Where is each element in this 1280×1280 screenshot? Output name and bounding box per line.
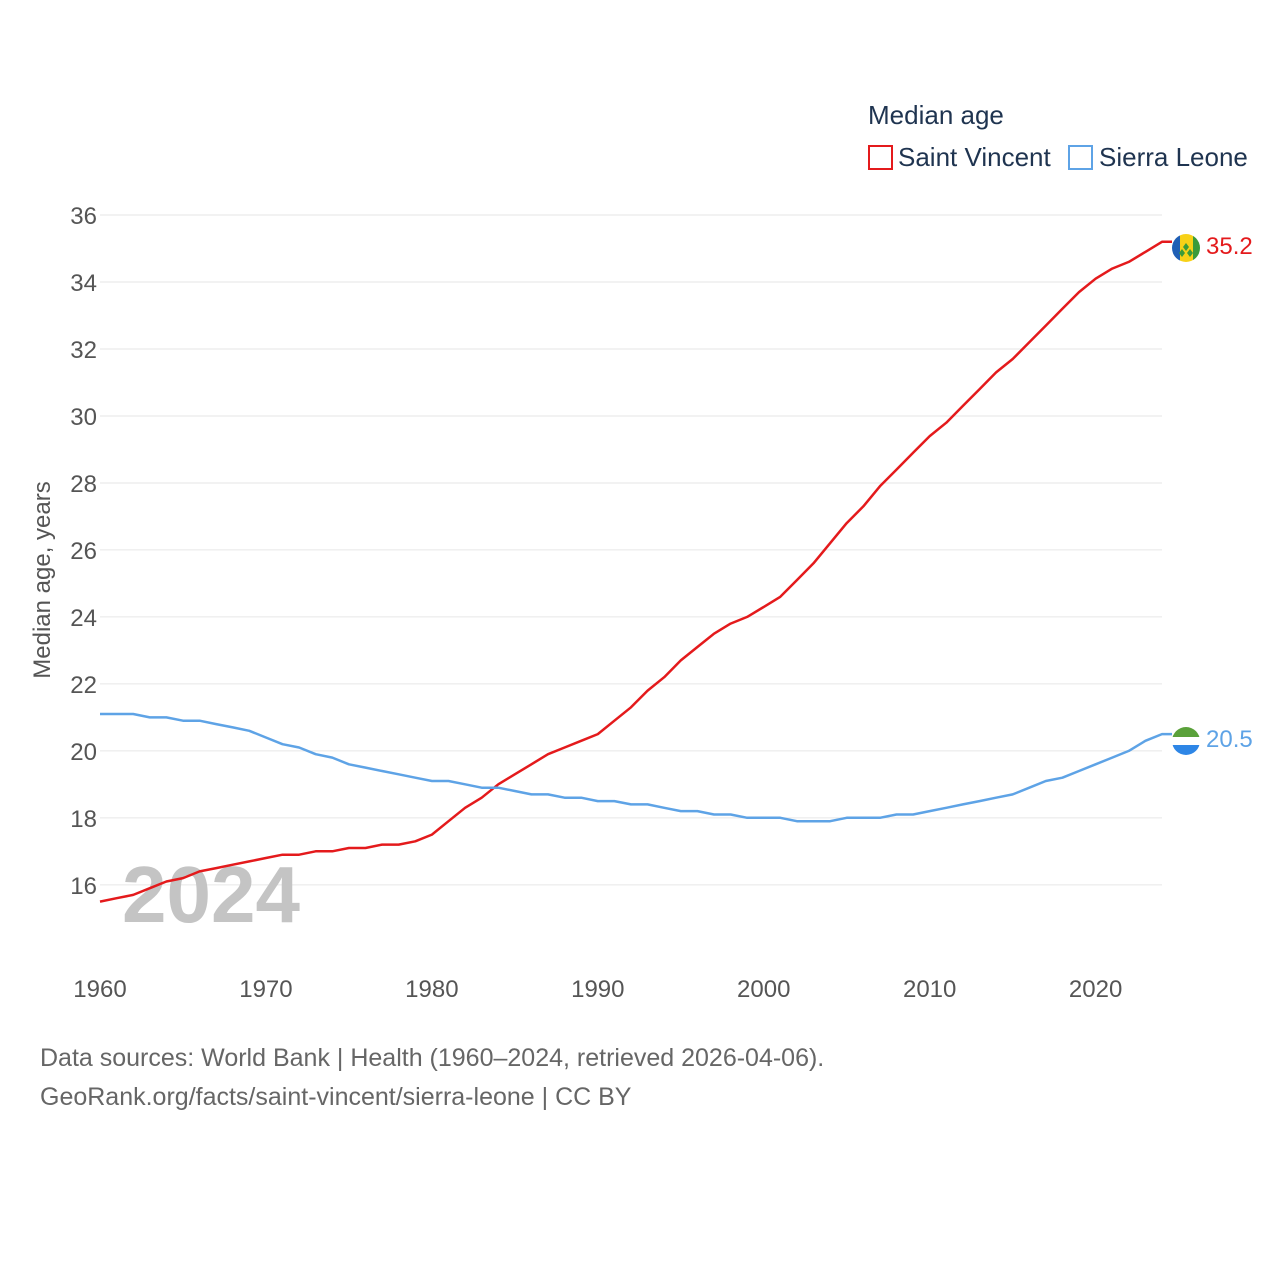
legend-swatch-sierra-leone — [1068, 145, 1093, 170]
y-tick-label-28: 28 — [70, 471, 97, 498]
x-tick-label-2020: 2020 — [1069, 976, 1122, 1003]
sierra-leone-flag-icon — [1172, 727, 1200, 755]
end-value-sierra-leone: 20.5 — [1206, 726, 1253, 753]
y-tick-label-24: 24 — [70, 605, 97, 632]
legend-label-saint-vincent: Saint Vincent — [898, 142, 1052, 172]
year-watermark: 2024 — [122, 850, 300, 939]
x-tick-label-2000: 2000 — [737, 976, 790, 1003]
y-tick-label-20: 20 — [70, 739, 97, 766]
y-axis-title: Median age, years — [29, 481, 56, 678]
x-tick-label-1990: 1990 — [571, 976, 624, 1003]
saint-vincent-flag-icon — [1172, 234, 1200, 262]
x-axis-ticks: 1960 1970 1980 1990 2000 2010 2020 — [73, 976, 1122, 1003]
y-tick-label-32: 32 — [70, 337, 97, 364]
y-tick-label-34: 34 — [70, 270, 97, 297]
x-tick-label-1960: 1960 — [73, 976, 126, 1003]
y-tick-label-36: 36 — [70, 203, 97, 230]
data-sources-text: Data sources: World Bank | Health (1960–… — [40, 1044, 825, 1072]
license-link[interactable]: GeoRank.org/facts/saint-vincent/sierra-l… — [40, 1083, 632, 1111]
end-value-saint-vincent: 35.2 — [1206, 233, 1253, 260]
legend-title: Median age — [868, 100, 1004, 130]
legend-item-sierra-leone[interactable]: Sierra Leone — [1068, 142, 1248, 172]
series-line-sierra-leone[interactable] — [100, 712, 1172, 823]
legend-label-sierra-leone: Sierra Leone — [1099, 142, 1248, 172]
y-axis-ticks: 16 18 20 22 24 26 28 30 32 34 36 — [70, 203, 97, 900]
y-tick-label-18: 18 — [70, 806, 97, 833]
y-tick-label-16: 16 — [70, 873, 97, 900]
gridlines — [100, 214, 1162, 886]
series-lines — [99, 240, 1172, 903]
x-tick-label-1970: 1970 — [239, 976, 292, 1003]
series-line-saint-vincent[interactable] — [99, 240, 1172, 903]
y-tick-label-30: 30 — [70, 404, 97, 431]
legend-item-saint-vincent[interactable]: Saint Vincent — [868, 142, 1052, 172]
legend: Median age Saint Vincent Sierra Leone — [868, 100, 1248, 172]
y-tick-label-26: 26 — [70, 538, 97, 565]
x-tick-label-2010: 2010 — [903, 976, 956, 1003]
y-tick-label-22: 22 — [70, 672, 97, 699]
legend-swatch-saint-vincent — [868, 145, 893, 170]
x-tick-label-1980: 1980 — [405, 976, 458, 1003]
